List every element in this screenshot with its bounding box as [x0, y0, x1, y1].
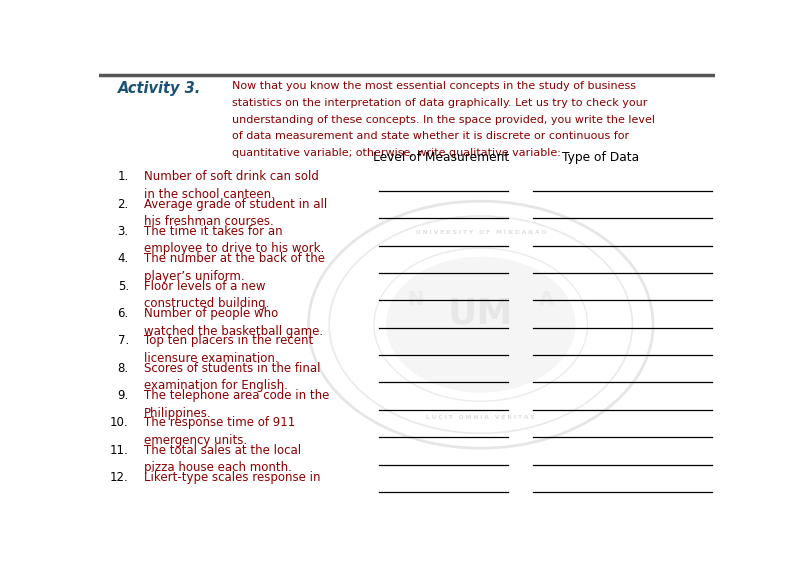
Text: Type of Data: Type of Data — [562, 151, 639, 163]
Text: understanding of these concepts. In the space provided, you write the level: understanding of these concepts. In the … — [232, 115, 654, 125]
Text: The time it takes for an
employee to drive to his work.: The time it takes for an employee to dri… — [144, 225, 324, 256]
Text: A: A — [538, 291, 553, 309]
Text: of data measurement and state whether it is discrete or continuous for: of data measurement and state whether it… — [232, 131, 629, 142]
Text: Scores of students in the final
examination for English.: Scores of students in the final examinat… — [144, 362, 320, 393]
Text: Number of soft drink can sold
in the school canteen.: Number of soft drink can sold in the sch… — [144, 170, 318, 201]
Text: L U C I T   O M N I A   V E R I T A S: L U C I T O M N I A V E R I T A S — [426, 415, 535, 420]
Text: The total sales at the local
pizza house each month.: The total sales at the local pizza house… — [144, 444, 301, 474]
Text: 7.: 7. — [118, 335, 129, 347]
Text: Average grade of student in all
his freshman courses.: Average grade of student in all his fres… — [144, 198, 327, 228]
Text: The number at the back of the
player’s uniform.: The number at the back of the player’s u… — [144, 252, 325, 283]
Circle shape — [386, 257, 576, 393]
Text: Number of people who
watched the basketball game.: Number of people who watched the basketb… — [144, 307, 322, 337]
Text: The telephone area code in the
Philippines.: The telephone area code in the Philippin… — [144, 389, 329, 419]
Text: 10.: 10. — [110, 417, 129, 429]
Text: N: N — [407, 291, 423, 309]
Text: 1.: 1. — [118, 170, 129, 183]
Text: U N I V E R S I T Y   O F   M I N D A N A O: U N I V E R S I T Y O F M I N D A N A O — [415, 230, 546, 234]
Text: The response time of 911
emergency units.: The response time of 911 emergency units… — [144, 417, 295, 447]
Text: statistics on the interpretation of data graphically. Let us try to check your: statistics on the interpretation of data… — [232, 98, 647, 108]
Text: 4.: 4. — [118, 252, 129, 265]
Text: UM: UM — [448, 297, 514, 331]
Text: Top ten placers in the recent
licensure examination.: Top ten placers in the recent licensure … — [144, 335, 313, 365]
Text: quantitative variable; otherwise, write qualitative variable:: quantitative variable; otherwise, write … — [232, 148, 561, 158]
Text: Now that you know the most essential concepts in the study of business: Now that you know the most essential con… — [232, 81, 635, 91]
Text: 6.: 6. — [118, 307, 129, 320]
Text: Activity 3.: Activity 3. — [118, 81, 201, 96]
Text: 2.: 2. — [118, 198, 129, 211]
Text: Level of Measurement: Level of Measurement — [372, 151, 509, 163]
Text: 11.: 11. — [110, 444, 129, 457]
Text: 3.: 3. — [118, 225, 129, 238]
Text: 5.: 5. — [118, 280, 129, 293]
Text: Likert-type scales response in: Likert-type scales response in — [144, 471, 320, 484]
Text: 9.: 9. — [118, 389, 129, 402]
Text: Floor levels of a new
constructed building.: Floor levels of a new constructed buildi… — [144, 280, 269, 310]
Text: 12.: 12. — [110, 471, 129, 484]
Text: 8.: 8. — [118, 362, 129, 375]
